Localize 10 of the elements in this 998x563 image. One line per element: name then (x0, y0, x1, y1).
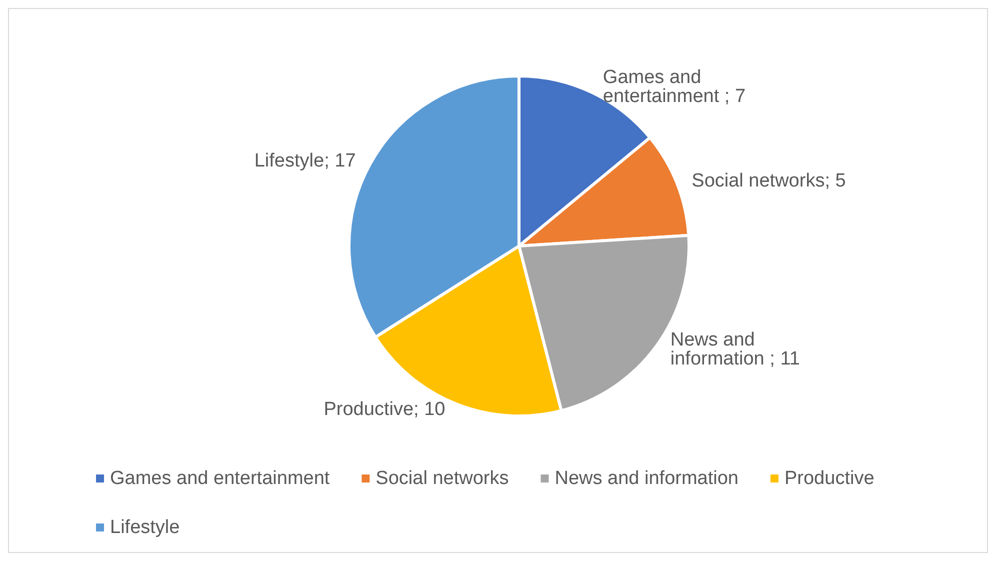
data-label: Games and entertainment ; 7 (602, 66, 746, 107)
legend-label: Productive (784, 468, 874, 489)
legend-label: Games and entertainment (110, 468, 330, 489)
data-label: Lifestyle; 17 (254, 150, 356, 172)
data-label: Social networks; 5 (692, 170, 846, 192)
legend-label: News and information (554, 468, 738, 489)
legend-label: Lifestyle (110, 517, 180, 538)
data-label: News and information ; 11 (670, 329, 800, 370)
legend-label: Social networks (376, 468, 509, 489)
data-label: Productive; 10 (324, 399, 446, 420)
